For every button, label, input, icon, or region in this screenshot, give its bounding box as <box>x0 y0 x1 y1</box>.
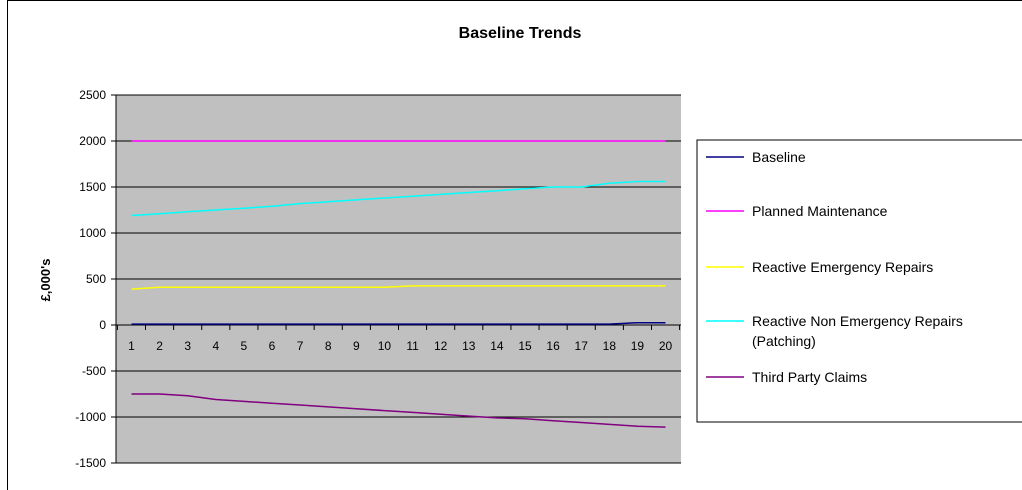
x-tick-label: 15 <box>518 339 532 353</box>
legend-box <box>696 139 1022 423</box>
x-tick-label: 7 <box>297 339 304 353</box>
legend-entry: Baseline <box>752 149 806 165</box>
x-tick-label: 5 <box>241 339 248 353</box>
legend-entry: Planned Maintenance <box>752 203 888 219</box>
y-tick-label: 1500 <box>79 180 106 194</box>
x-tick-label: 18 <box>603 339 617 353</box>
x-tick-label: 16 <box>546 339 560 353</box>
legend-entry: Reactive Emergency Repairs <box>752 259 933 275</box>
chart-frame <box>7 0 1022 490</box>
legend-entry: Third Party Claims <box>752 369 867 385</box>
y-tick-label: -1000 <box>75 410 106 424</box>
y-tick-label: 2500 <box>79 88 106 102</box>
y-tick-label: 2000 <box>79 134 106 148</box>
legend: Baseline Planned Maintenance Reactive Emer… <box>706 149 963 385</box>
y-axis-ticks: 2500 2000 1500 1000 500 0 -500 -1000 -1500 <box>75 88 116 470</box>
x-axis-ticks: 1 2 3 4 5 6 7 8 9 10 11 12 13 14 15 16 17 18 19 20 <box>116 324 681 353</box>
series-line-third-party-claims <box>131 393 666 428</box>
legend-entry: Reactive Non Emergency Repairs (Patching) <box>752 313 963 349</box>
x-tick-label: 9 <box>353 339 360 353</box>
y-tick-label: 0 <box>99 318 106 332</box>
x-tick-label: 10 <box>378 339 392 353</box>
x-tick-label: 8 <box>325 339 332 353</box>
x-tick-label: 1 <box>128 339 135 353</box>
y-tick-label: -500 <box>82 364 106 378</box>
x-tick-label: 3 <box>184 339 191 353</box>
x-tick-label: 2 <box>156 339 163 353</box>
x-tick-label: 11 <box>406 339 419 353</box>
x-tick-label: 20 <box>659 339 673 353</box>
x-tick-label: 13 <box>462 339 476 353</box>
x-tick-label: 12 <box>434 339 448 353</box>
chart-title: Baseline Trends <box>459 25 582 42</box>
y-tick-label: 500 <box>86 272 106 286</box>
series-line-reactive-emergency-repairs <box>131 285 666 290</box>
series-line-reactive-non-emergency-repairs-patching <box>131 180 666 217</box>
x-tick-label: 17 <box>575 339 589 353</box>
x-tick-label: 4 <box>212 339 219 353</box>
x-tick-label: 6 <box>269 339 276 353</box>
series-line-baseline <box>131 321 666 325</box>
series-lines <box>131 140 666 428</box>
y-tick-label: -1500 <box>75 456 106 470</box>
x-tick-label: 14 <box>490 339 504 353</box>
x-tick-label: 19 <box>631 339 645 353</box>
y-tick-label: 1000 <box>79 226 106 240</box>
y-axis-label: £,000's <box>38 259 53 302</box>
